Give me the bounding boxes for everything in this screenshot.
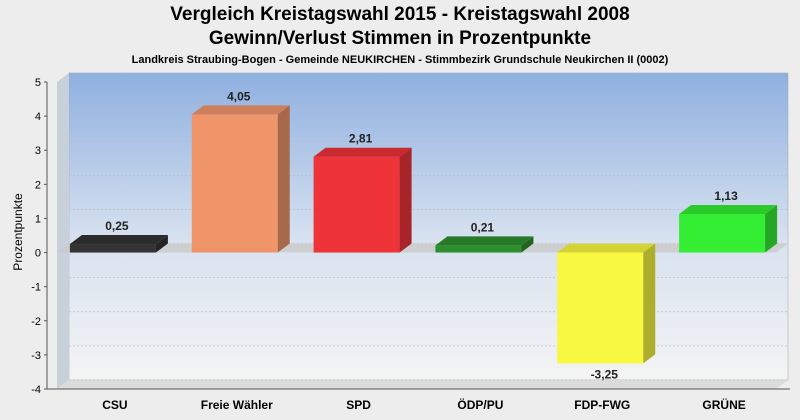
bar xyxy=(313,147,412,253)
plot-area xyxy=(68,72,789,381)
data-label: -3,25 xyxy=(591,367,619,381)
data-label: 2,81 xyxy=(349,132,373,146)
chart-subtitle: Gewinn/Verlust Stimmen in Prozentpunkte xyxy=(208,28,592,49)
y-tick-label: 5 xyxy=(35,77,41,89)
bar xyxy=(679,205,778,253)
x-tick-label: FDP-FWG xyxy=(574,398,630,412)
bar-top xyxy=(191,105,290,115)
y-tick-label: -1 xyxy=(31,282,41,294)
y-tick-label: 1 xyxy=(35,213,41,225)
bar-side xyxy=(155,235,168,253)
bar-side xyxy=(521,236,534,253)
x-tick-label: ÖDP/PU xyxy=(457,397,503,412)
plot-floor xyxy=(57,380,788,389)
y-tick-label: -2 xyxy=(31,316,41,328)
bar-front xyxy=(69,244,156,253)
data-label: 0,25 xyxy=(105,219,129,233)
data-label: 0,21 xyxy=(471,220,495,234)
data-label: 4,05 xyxy=(227,89,251,103)
data-label: 1,13 xyxy=(714,189,738,203)
bar-top xyxy=(435,236,534,246)
y-tick-label: 2 xyxy=(35,179,41,191)
y-axis-label: Prozentpunkte xyxy=(11,193,25,271)
x-tick-label: CSU xyxy=(102,398,127,412)
bar-top xyxy=(557,243,656,253)
plot-side-wall xyxy=(57,73,69,389)
bar xyxy=(557,243,656,364)
bar-side xyxy=(399,147,412,253)
zero-plane xyxy=(57,243,788,253)
y-tick-label: 0 xyxy=(35,248,41,260)
bar-front xyxy=(557,252,644,364)
y-tick-label: 3 xyxy=(35,145,41,157)
chart-district-subtitle: Landkreis Straubing-Bogen - Gemeinde NEU… xyxy=(131,54,669,66)
bar-top xyxy=(69,235,168,245)
x-tick-label: SPD xyxy=(346,398,371,412)
y-tick-label: -3 xyxy=(31,350,41,362)
bar-front xyxy=(313,156,400,253)
bar xyxy=(435,236,534,253)
bar xyxy=(69,235,168,253)
bar-side xyxy=(765,205,778,253)
bar-front xyxy=(191,114,278,253)
x-tick-label: GRÜNE xyxy=(702,397,745,412)
bar-top xyxy=(313,147,412,157)
bar-front xyxy=(679,214,766,253)
y-tick-label: -4 xyxy=(31,384,41,396)
bar-side xyxy=(277,105,290,253)
bar-side xyxy=(643,243,656,364)
bar-front xyxy=(435,245,522,253)
x-tick-label: Freie Wähler xyxy=(201,398,273,412)
bar xyxy=(191,105,290,253)
bar-top xyxy=(679,205,778,215)
y-tick-label: 4 xyxy=(35,111,41,123)
chart-title: Vergleich Kreistagswahl 2015 - Kreistags… xyxy=(170,4,630,25)
